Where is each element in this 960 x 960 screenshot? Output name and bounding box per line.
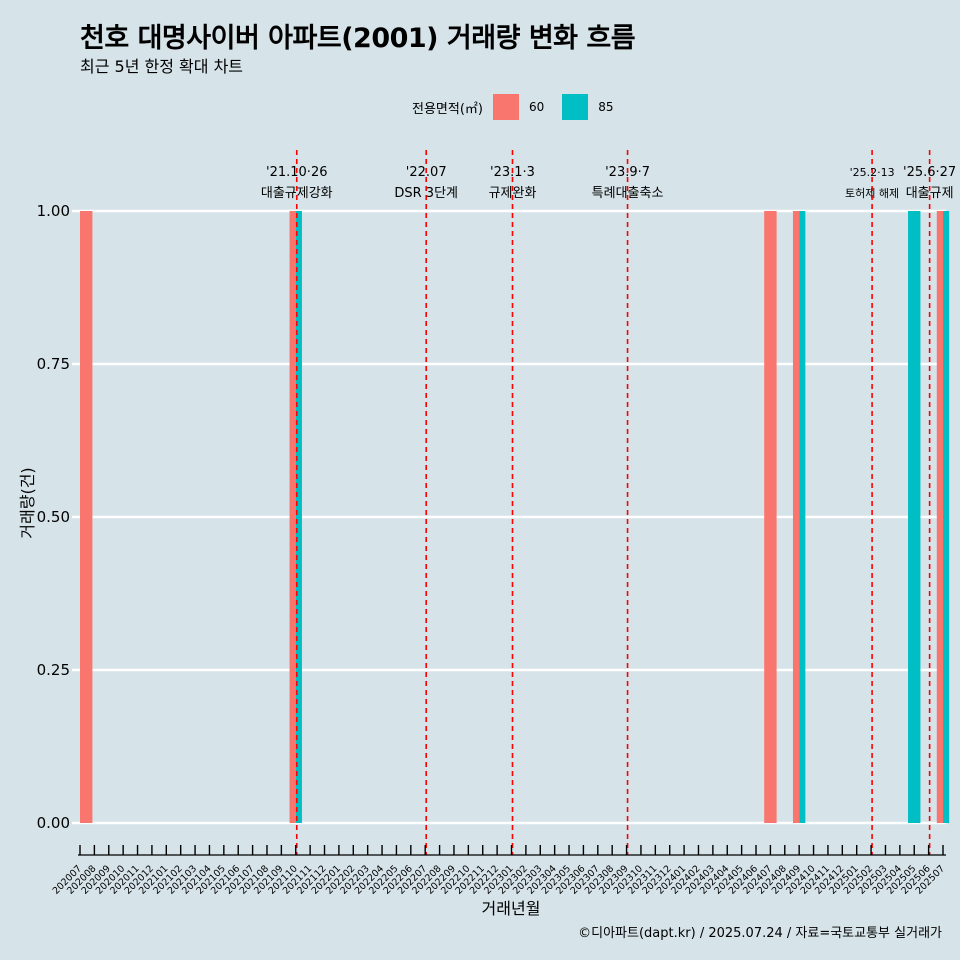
event-label-text: 특례대출축소: [592, 186, 664, 201]
legend-label-85: 85: [598, 100, 614, 114]
y-tick-label: 1.00: [37, 202, 70, 220]
x-axis-title: 거래년월: [482, 899, 541, 918]
bar-85-202505: [908, 211, 921, 823]
event-label-date: '22.07: [406, 165, 447, 180]
y-axis-title: 거래량(건): [18, 467, 37, 538]
chart-subtitle: 최근 5년 한정 확대 차트: [80, 57, 244, 76]
y-tick-label: 0.25: [37, 661, 70, 679]
chart-title: 천호 대명사이버 아파트(2001) 거래량 변화 흐름: [80, 23, 636, 54]
legend: 전용면적(㎡) 60 85: [412, 93, 624, 121]
bar-60-202409: [792, 211, 800, 823]
legend-swatch-85: [562, 94, 589, 120]
bar-60-202507: [936, 211, 943, 823]
event-label-text: 대출규제: [906, 186, 954, 201]
bar-60-202007: [80, 211, 93, 823]
y-tick-label: 0.50: [37, 508, 70, 526]
y-tick-label: 0.00: [37, 814, 70, 832]
event-label-date: '23.9·7: [605, 165, 650, 180]
event-label-text: DSR 3단계: [394, 186, 458, 201]
source-caption: ©디아파트(dapt.kr) / 2025.07.24 / 자료=국토교통부 실…: [578, 926, 942, 941]
event-label-date: '25.6·27: [903, 165, 956, 180]
y-tick-label: 0.75: [37, 355, 70, 373]
legend-title: 전용면적(㎡): [412, 101, 483, 117]
event-label-text: 규제완화: [489, 186, 537, 201]
bar-85-202507: [943, 211, 950, 823]
bar-85-202110: [295, 211, 302, 823]
bar-60-202407: [764, 211, 777, 823]
legend-item-85: 85: [562, 94, 623, 120]
bar-85-202409: [799, 211, 806, 823]
legend-item-60: 60: [492, 94, 554, 120]
event-label-date: '21.10·26: [266, 165, 327, 180]
event-label-date: '25.2·13: [850, 166, 895, 179]
event-label-date: '23.1·3: [490, 165, 535, 180]
bar-60-202110: [289, 211, 296, 823]
event-label-text: 대출규제강화: [261, 186, 333, 201]
legend-label-60: 60: [528, 100, 545, 114]
legend-swatch-60: [492, 94, 519, 120]
event-label-text: 토허제 해제: [845, 186, 899, 200]
